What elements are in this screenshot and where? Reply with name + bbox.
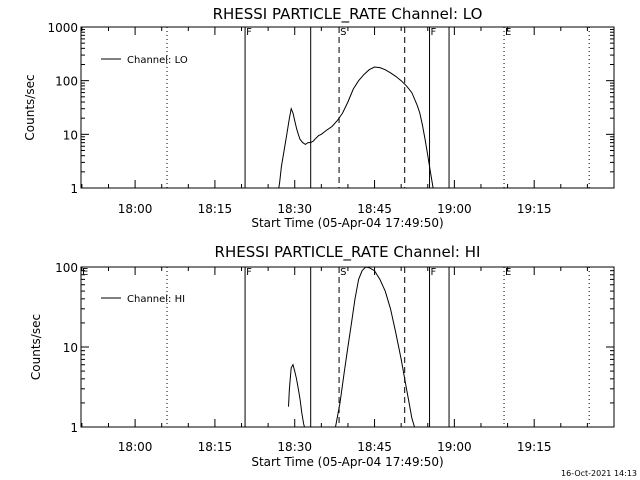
x-axis-label: Start Time (05-Apr-04 17:49:50) xyxy=(251,216,443,230)
y-tick-label: 100 xyxy=(55,261,78,275)
y-tick-label: 1000 xyxy=(47,21,78,35)
x-tick-label: 19:00 xyxy=(437,202,472,216)
plot-timestamp: 16-Oct-2021 14:13 xyxy=(561,469,637,478)
chart-panel-0: RHESSI PARTICLE_RATE Channel: LO 1 10 100 10… xyxy=(23,5,615,230)
x-tick-label: 18:30 xyxy=(277,440,312,454)
marker-label: S xyxy=(340,267,346,278)
marker-label: F xyxy=(246,27,252,38)
x-tick-label: 18:15 xyxy=(198,440,233,454)
x-tick-label: 18:30 xyxy=(277,202,312,216)
x-axis-label: Start Time (05-Apr-04 17:49:50) xyxy=(251,455,443,469)
x-tick-label: 18:00 xyxy=(118,202,153,216)
legend: Channel: HI xyxy=(101,294,185,305)
plot-frame xyxy=(80,26,615,189)
y-tick-label: 100 xyxy=(55,75,78,89)
x-tick-label: 18:00 xyxy=(118,440,153,454)
x-tick-label: 19:15 xyxy=(517,202,552,216)
series-line-0-segment-0 xyxy=(288,363,305,428)
chart-panel-1: RHESSI PARTICLE_RATE Channel: HI 1 10 100 18… xyxy=(29,243,615,469)
marker-label: E xyxy=(505,267,511,278)
chart-title: RHESSI PARTICLE_RATE Channel: HI xyxy=(215,243,481,262)
marker-label: F xyxy=(246,267,252,278)
y-tick-label: 1 xyxy=(70,182,78,196)
x-tick-label: 19:15 xyxy=(517,440,552,454)
y-axis-label: Counts/sec xyxy=(29,314,43,380)
x-tick-label: 18:15 xyxy=(198,202,233,216)
legend-label: Channel: LO xyxy=(127,55,188,66)
y-tick-label: 1 xyxy=(70,421,78,435)
marker-label: F xyxy=(431,27,437,38)
y-tick-label: 10 xyxy=(63,341,78,355)
series-line-0-segment-1 xyxy=(335,266,415,428)
marker-label: E xyxy=(82,267,88,278)
chart-title: RHESSI PARTICLE_RATE Channel: LO xyxy=(213,5,483,24)
y-axis-label: Counts/sec xyxy=(23,74,37,140)
x-tick-label: 18:45 xyxy=(357,440,392,454)
marker-label: E xyxy=(505,27,511,38)
legend: Channel: LO xyxy=(101,55,188,66)
x-tick-label: 19:00 xyxy=(437,440,472,454)
series-line-0-segment-0 xyxy=(278,66,434,189)
marker-label: F xyxy=(431,267,437,278)
x-tick-label: 18:45 xyxy=(357,202,392,216)
legend-label: Channel: HI xyxy=(127,294,185,305)
y-tick-label: 10 xyxy=(63,128,78,142)
marker-label: S xyxy=(340,27,346,38)
